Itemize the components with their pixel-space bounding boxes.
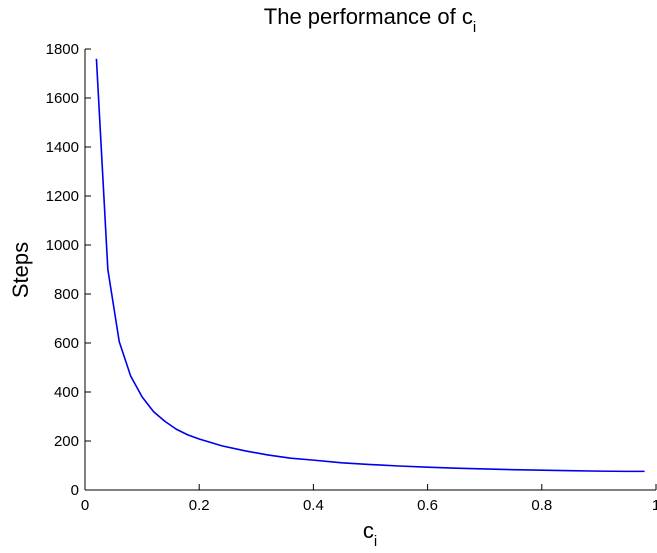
series-line bbox=[95, 58, 645, 473]
y-axis-label: Steps bbox=[8, 242, 33, 298]
x-tick-label: 0.4 bbox=[303, 497, 324, 514]
y-ticks: 0 200 400 600 800 1000 1200 1400 1600 1800 bbox=[46, 41, 91, 499]
y-tick-label: 800 bbox=[54, 286, 79, 303]
x-tick-label: 0 bbox=[81, 497, 89, 514]
x-axis-label: ci bbox=[363, 518, 377, 550]
chart-title-main: The performance of c bbox=[264, 4, 473, 29]
x-tick-label: 0.6 bbox=[417, 497, 438, 514]
series-group bbox=[95, 58, 645, 473]
y-tick-label: 400 bbox=[54, 384, 79, 401]
x-tick-label: 1 bbox=[652, 497, 657, 514]
y-tick-label: 1600 bbox=[46, 90, 79, 107]
y-tick-label: 200 bbox=[54, 433, 79, 450]
x-tick-label: 0.2 bbox=[189, 497, 210, 514]
chart-title-subscript: i bbox=[473, 19, 476, 36]
y-tick-label: 0 bbox=[71, 482, 79, 499]
y-tick-label: 1200 bbox=[46, 188, 79, 205]
y-tick-label: 600 bbox=[54, 335, 79, 352]
x-axis-label-subscript: i bbox=[374, 533, 377, 550]
y-tick-label: 1400 bbox=[46, 139, 79, 156]
y-tick-label: 1800 bbox=[46, 41, 79, 58]
y-tick-label: 1000 bbox=[46, 237, 79, 254]
x-ticks: 0 0.2 0.4 0.6 0.8 1 bbox=[81, 484, 657, 514]
chart-title: The performance of ci bbox=[264, 4, 476, 36]
x-axis-label-main: c bbox=[363, 518, 374, 543]
x-tick-label: 0.8 bbox=[531, 497, 552, 514]
axes bbox=[84, 49, 656, 491]
